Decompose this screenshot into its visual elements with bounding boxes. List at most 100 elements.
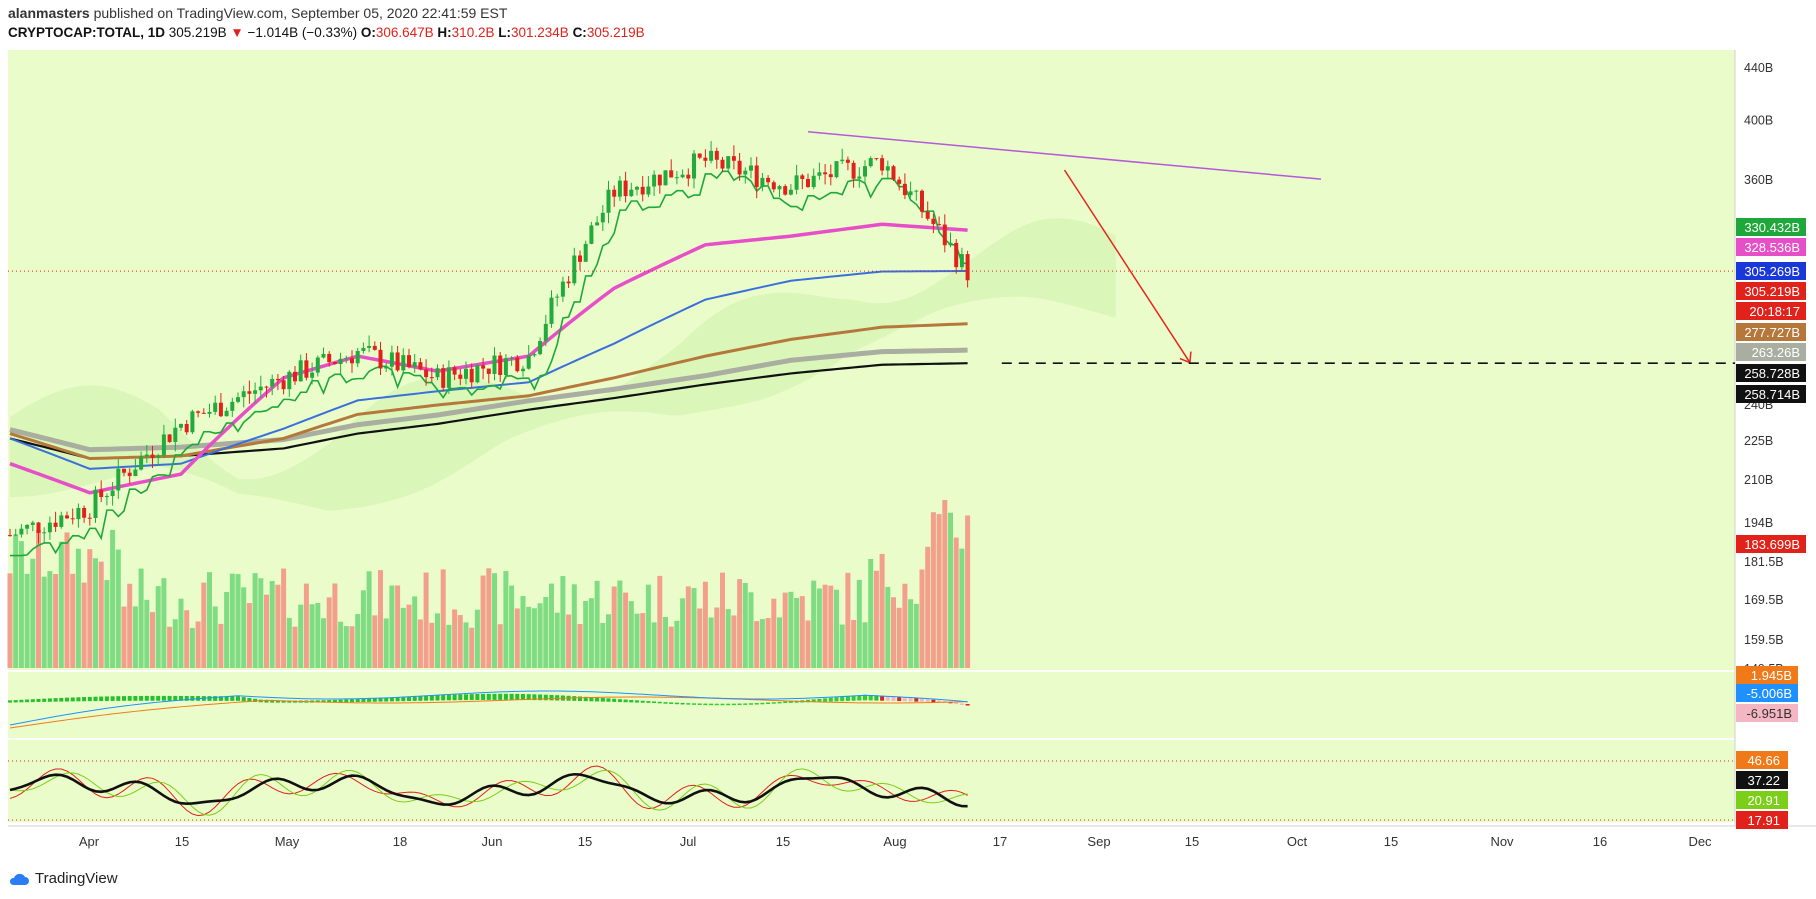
price-label-box [1736, 262, 1806, 280]
candle-body [897, 179, 902, 184]
volume-bar [110, 529, 116, 668]
rsi-line [9, 772, 968, 808]
x-tick-label: Apr [79, 834, 100, 849]
volume-bar [965, 515, 971, 668]
macd-histogram-bar [538, 694, 543, 701]
time-axis[interactable]: Apr 15 May 18 Jun 15 Jul 15 Aug 17 Sep 15 Oct 15 Nov 16… [79, 834, 1712, 849]
macd-histogram-bar [281, 700, 286, 703]
candle-body [139, 456, 144, 470]
macd-histogram-bar [150, 695, 155, 701]
candle-body [127, 472, 132, 477]
macd-histogram-bar [783, 701, 788, 704]
volume-bar [759, 619, 765, 668]
candle-body [617, 180, 622, 197]
macd-histogram-bar [87, 696, 92, 702]
candle-body [840, 159, 845, 162]
publish-text: published on TradingView.com, September … [93, 5, 508, 21]
macd-histogram-bar [703, 703, 708, 706]
candles [8, 141, 970, 544]
candle-body [190, 411, 195, 433]
macd-pane-bg [8, 672, 1735, 738]
macd-histogram-bar [834, 697, 839, 702]
candle-body [560, 281, 565, 297]
candle-body [42, 532, 47, 534]
candle-body [942, 224, 947, 246]
candle-body [384, 366, 389, 369]
y-tick-label: 360B [1744, 173, 1773, 187]
candle-body [30, 522, 35, 525]
author-name[interactable]: alanmasters [8, 5, 90, 21]
candle-body [566, 281, 571, 284]
price-label-text: 305.269B [1744, 264, 1800, 279]
candle-body [287, 371, 292, 390]
volume-bar [315, 602, 321, 668]
macd-histogram-bar [874, 695, 879, 701]
macd-histogram-bar [600, 697, 605, 702]
volume-bar [885, 586, 891, 668]
price-label-box [1736, 323, 1806, 341]
candle-body [253, 390, 258, 394]
volume-bar [172, 619, 178, 668]
candle-body [783, 186, 788, 195]
candle-body [429, 377, 434, 379]
macd-histogram-bar [452, 694, 457, 701]
down-arrow-icon: ▼ [230, 25, 244, 40]
volume-bar [782, 592, 788, 668]
trendline [807, 131, 1322, 180]
macd-label-text: 1.945B [1751, 668, 1792, 683]
macd-histogram-bar [395, 697, 400, 702]
macd-histogram-bar [652, 701, 657, 703]
drawings [8, 131, 1735, 365]
volume-bar [435, 613, 440, 668]
macd-histogram-bar [743, 703, 748, 705]
volume-bar [366, 571, 372, 668]
macd-histogram-bar [526, 694, 531, 701]
volume-bar [520, 596, 526, 668]
volume-bar [702, 581, 708, 668]
candle-body [914, 190, 919, 192]
y-tick-label: 159.5B [1744, 633, 1784, 647]
candle-body [503, 358, 508, 376]
candle-body [104, 496, 109, 498]
macd-histogram-bar [338, 699, 343, 703]
candle-body [937, 224, 942, 226]
candle-body [731, 156, 736, 161]
macd-histogram-bar [555, 695, 560, 701]
candle-body [834, 161, 839, 178]
volume-bar [75, 548, 81, 668]
macd-histogram-bar [355, 699, 360, 703]
volume-bar [737, 579, 743, 668]
macd-histogram-bar [464, 694, 468, 701]
volume-bar [264, 594, 269, 668]
price-label-box [1736, 343, 1806, 361]
x-tick-label: 16 [1593, 834, 1607, 849]
rsi-pane-bg [8, 740, 1735, 822]
volume-bar [577, 623, 583, 668]
candle-body [709, 150, 714, 161]
macd-histogram-bar [424, 695, 429, 701]
x-tick-label: Jul [680, 834, 697, 849]
volume-bar [343, 626, 349, 668]
macd-histogram-bar [908, 697, 913, 702]
volume-bar [412, 596, 418, 668]
candle-body [800, 175, 805, 179]
volume-bar [560, 576, 566, 668]
candle-body [931, 218, 936, 225]
volume-bar [417, 619, 423, 668]
macd-histogram-bar [635, 700, 639, 703]
tradingview-logo[interactable]: TradingView [8, 870, 118, 887]
candle-body [595, 222, 600, 226]
symbol-name[interactable]: CRYPTOCAP:TOTAL, 1D [8, 25, 166, 40]
candle-body [424, 369, 429, 378]
volume-bar [925, 546, 931, 668]
macd-histogram-bar [99, 696, 104, 702]
volume-bar [480, 575, 486, 668]
volume-bar [18, 541, 24, 668]
volume-bar [913, 603, 919, 668]
macd-histogram-bar [811, 699, 816, 703]
y-tick-label: 194B [1744, 516, 1773, 530]
volume-bar [457, 615, 463, 668]
candle-body [828, 174, 833, 178]
volume-bar [395, 585, 401, 668]
